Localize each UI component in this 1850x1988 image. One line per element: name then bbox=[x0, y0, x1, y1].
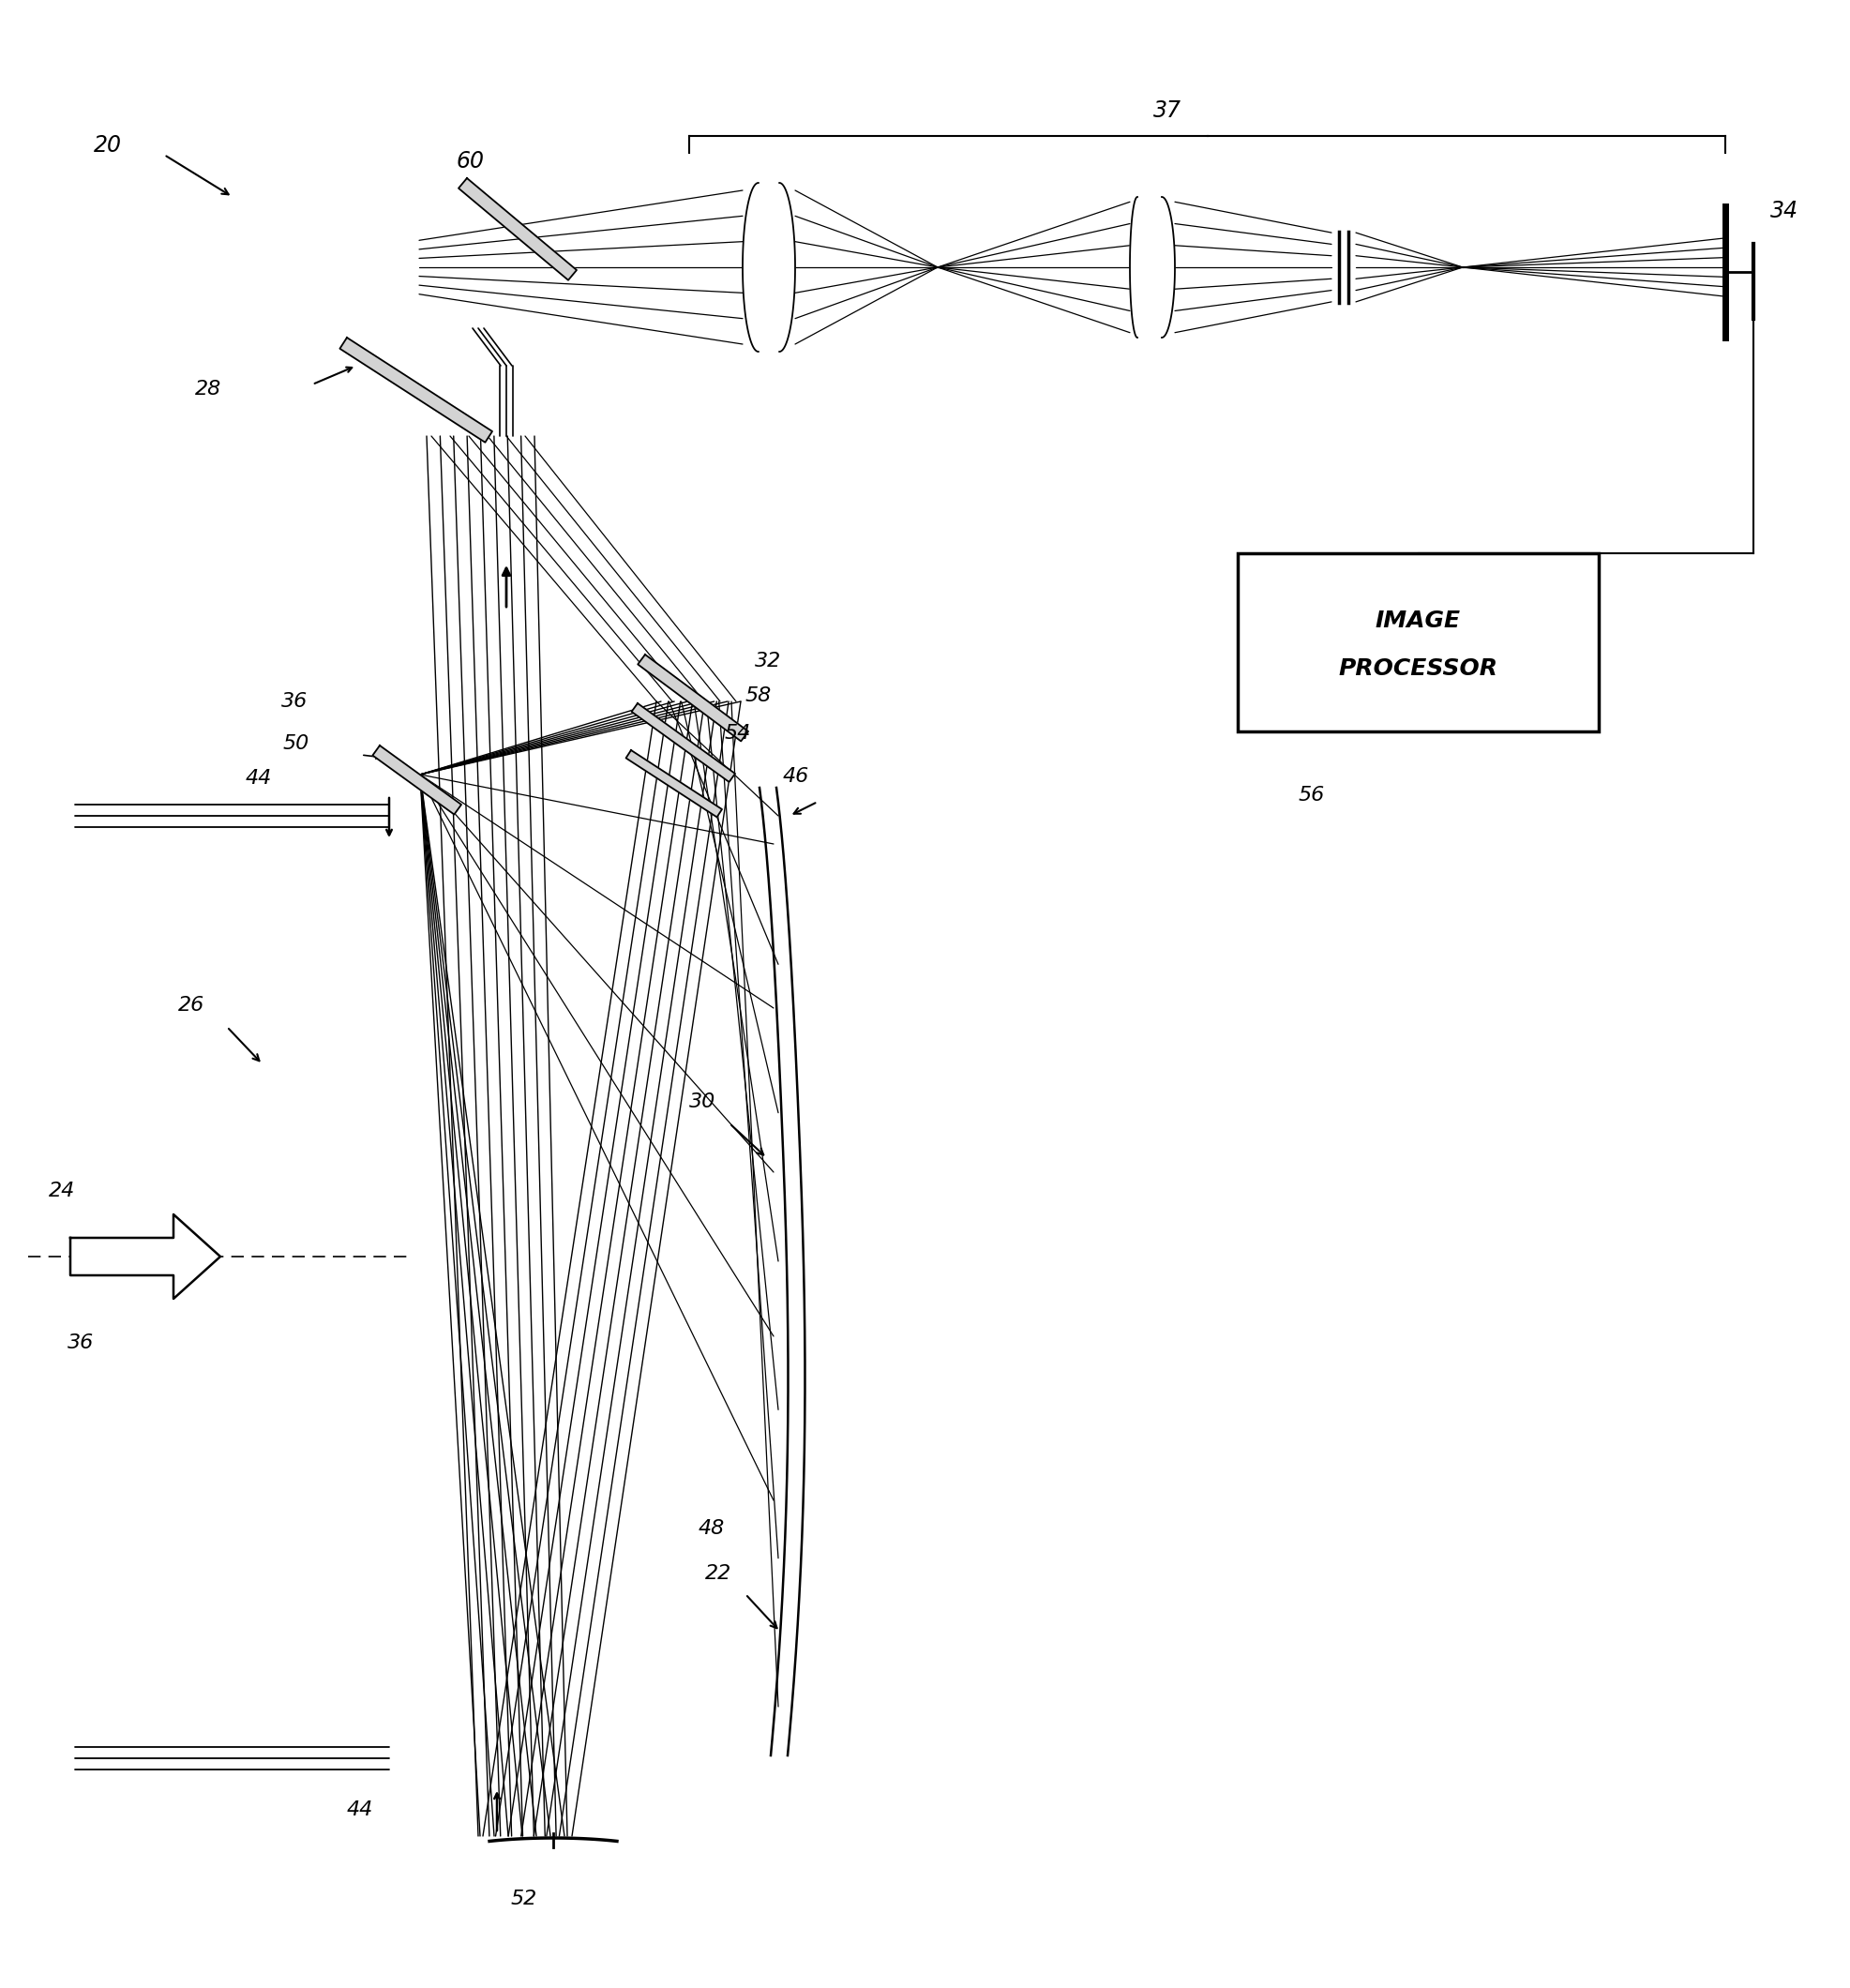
Polygon shape bbox=[70, 1215, 220, 1298]
Polygon shape bbox=[742, 183, 796, 352]
Text: 58: 58 bbox=[746, 686, 771, 706]
Text: 50: 50 bbox=[283, 734, 309, 753]
Text: 56: 56 bbox=[1299, 785, 1325, 805]
Text: 32: 32 bbox=[755, 652, 781, 670]
Text: 36: 36 bbox=[281, 692, 307, 712]
Text: 54: 54 bbox=[725, 724, 751, 744]
Text: 44: 44 bbox=[246, 769, 272, 787]
Polygon shape bbox=[631, 704, 734, 781]
Text: PROCESSOR: PROCESSOR bbox=[1339, 658, 1499, 680]
Polygon shape bbox=[638, 654, 747, 742]
Text: 44: 44 bbox=[348, 1801, 374, 1819]
Text: 26: 26 bbox=[178, 996, 205, 1014]
Text: 60: 60 bbox=[457, 149, 485, 173]
Text: IMAGE: IMAGE bbox=[1376, 610, 1462, 632]
Polygon shape bbox=[1130, 197, 1175, 338]
Text: 37: 37 bbox=[1153, 99, 1182, 121]
Text: 28: 28 bbox=[194, 380, 222, 398]
Text: 46: 46 bbox=[783, 767, 810, 785]
Text: 30: 30 bbox=[690, 1093, 716, 1111]
Polygon shape bbox=[625, 749, 722, 817]
Text: 22: 22 bbox=[705, 1565, 731, 1582]
Text: 24: 24 bbox=[48, 1181, 76, 1201]
Polygon shape bbox=[372, 746, 461, 815]
Bar bbox=[1238, 553, 1598, 732]
Text: 36: 36 bbox=[67, 1334, 94, 1352]
Text: 48: 48 bbox=[699, 1519, 725, 1539]
Text: 52: 52 bbox=[511, 1889, 538, 1908]
Text: 34: 34 bbox=[1770, 199, 1798, 223]
Polygon shape bbox=[459, 179, 577, 280]
Text: 20: 20 bbox=[94, 133, 122, 157]
Polygon shape bbox=[340, 338, 492, 443]
